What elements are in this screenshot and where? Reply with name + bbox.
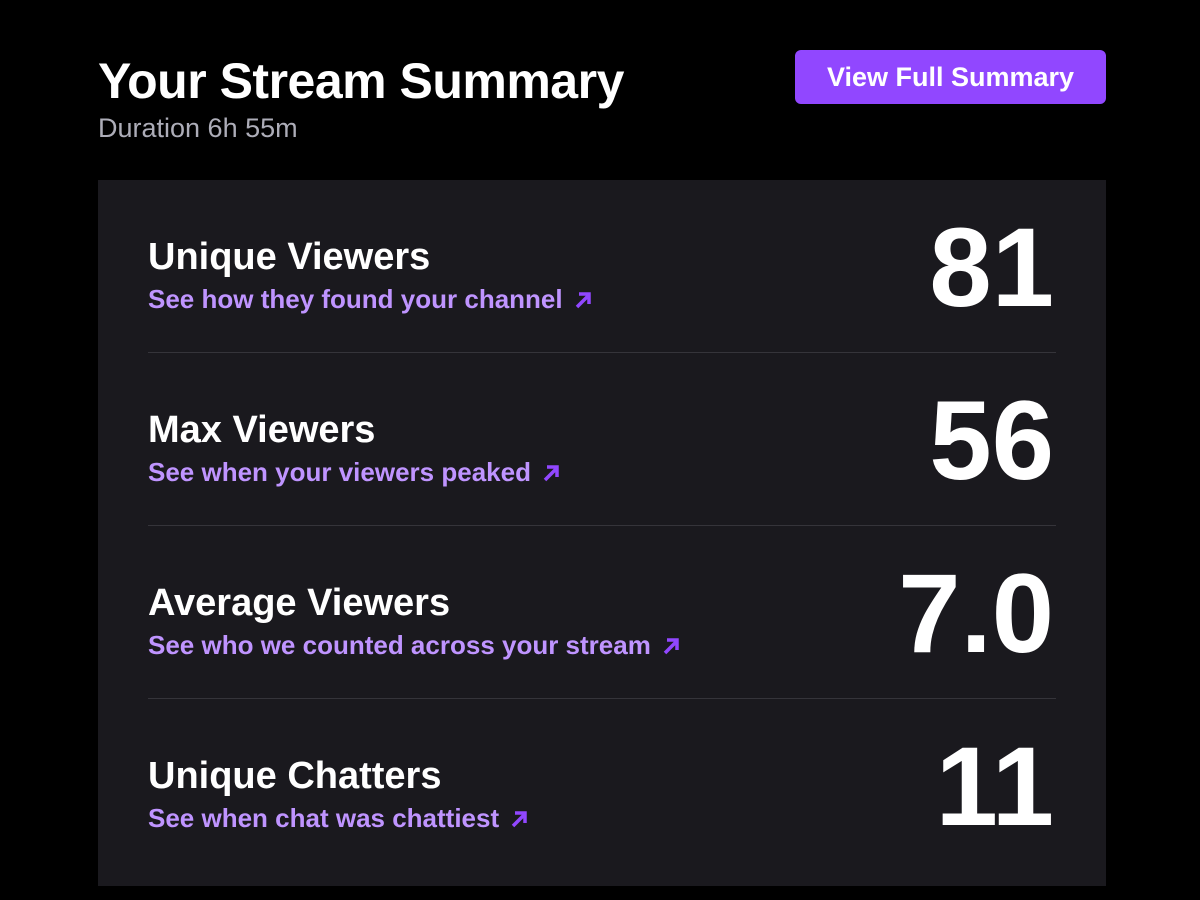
stat-row: Unique Chatters See when chat was chattie…	[98, 699, 1106, 872]
stat-link[interactable]: See who we counted across your stream	[148, 630, 683, 661]
stat-value: 56	[929, 378, 1054, 503]
stat-link[interactable]: See when chat was chattiest	[148, 803, 531, 834]
stat-row: Max Viewers See when your viewers peaked 5…	[98, 353, 1106, 526]
arrow-icon	[511, 810, 527, 827]
arrow-icon	[663, 637, 679, 654]
stat-link[interactable]: See when your viewers peaked	[148, 457, 563, 488]
stat-link[interactable]: See how they found your channel	[148, 284, 595, 315]
stat-label: Max Viewers	[148, 409, 376, 451]
stat-value: 81	[929, 205, 1054, 330]
stat-label: Unique Chatters	[148, 755, 442, 797]
separator	[148, 352, 1056, 353]
stat-value: 7.0	[898, 551, 1054, 676]
arrow-icon	[543, 464, 559, 481]
arrow-icon	[575, 291, 591, 308]
separator	[148, 698, 1056, 699]
subtitle: Duration 6h 55m	[98, 113, 298, 143]
stat-label: Average Viewers	[148, 582, 451, 624]
stat-link-text: See who we counted across your stream	[148, 630, 651, 660]
stat-row: Unique Viewers See how they found your ch…	[98, 180, 1106, 353]
stat-link-text: See when chat was chattiest	[148, 803, 500, 833]
title: Your Stream Summary	[98, 53, 624, 109]
stat-value: 11	[935, 724, 1054, 849]
view-full-summary-button[interactable]: View Full Summary	[795, 50, 1106, 104]
separator	[148, 525, 1056, 526]
stat-link-text: See when your viewers peaked	[148, 457, 531, 487]
stats-panel: Unique Viewers See how they found your ch…	[98, 180, 1106, 886]
stat-link-text: See how they found your channel	[148, 284, 563, 314]
stat-label: Unique Viewers	[148, 236, 431, 278]
stat-row: Average Viewers See who we counted across…	[98, 526, 1106, 699]
